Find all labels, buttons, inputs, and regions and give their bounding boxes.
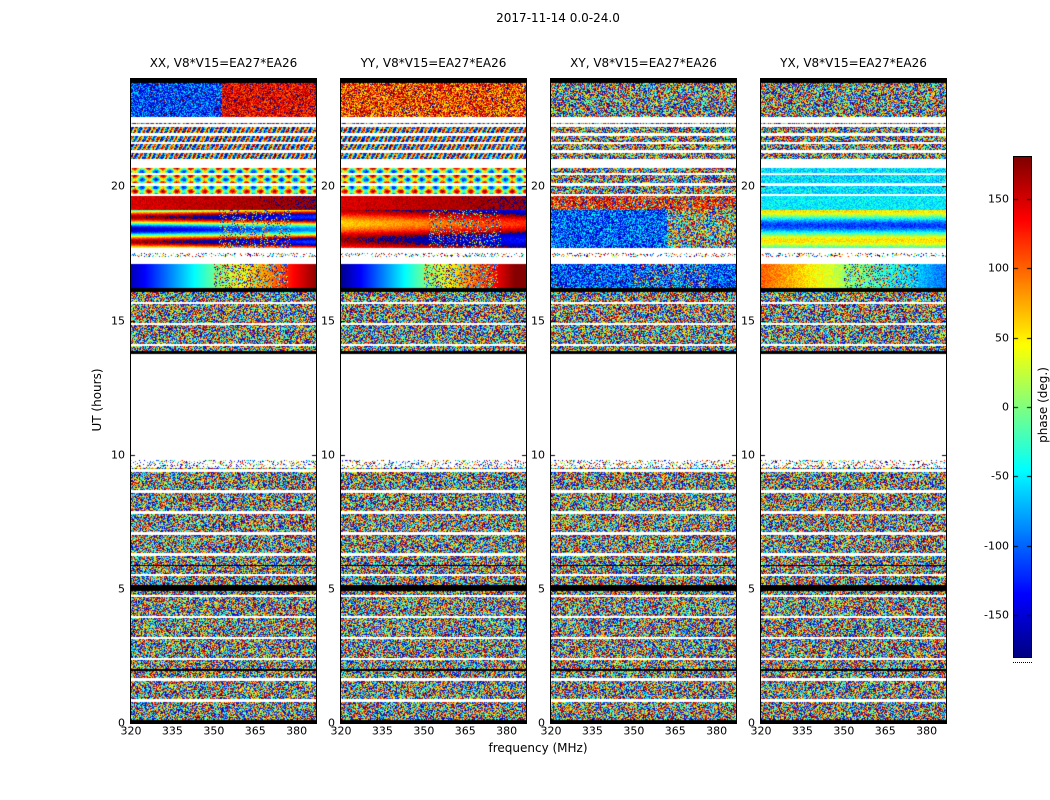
y-tick-label: 10 [321, 448, 335, 462]
x-tick-label: 320 [120, 724, 142, 738]
x-tick-label: 380 [916, 724, 938, 738]
x-tick-label: 320 [540, 724, 562, 738]
y-tick-label: 0 [538, 716, 545, 730]
panel-title-yy: YY, V8*V15=EA27*EA26 [360, 56, 507, 70]
y-axis-label: UT (hours) [90, 368, 104, 432]
panel-title-xy: XY, V8*V15=EA27*EA26 [570, 56, 717, 70]
x-tick-label: 380 [286, 724, 308, 738]
heatmap-canvas-xy [550, 78, 737, 724]
x-tick-label: 350 [623, 724, 645, 738]
x-tick-label: 335 [371, 724, 393, 738]
y-tick-label: 15 [111, 314, 125, 327]
heatmap-canvas-yy [340, 78, 527, 724]
x-tick-label: 365 [664, 724, 686, 738]
y-tick-label: 15 [741, 314, 755, 327]
x-tick-label: 380 [706, 724, 728, 738]
x-tick-label: 320 [330, 724, 352, 738]
colorbar-gradient [1013, 156, 1032, 658]
y-tick-label: 5 [538, 582, 545, 596]
panel-yx: YX, V8*V15=EA27*EA26 [760, 56, 947, 724]
colorbar-tick-label: 0 [1002, 400, 1009, 414]
x-tick-label: 365 [244, 724, 266, 738]
colorbar-tick-label: -50 [991, 469, 1009, 483]
colorbar-tick-label: 50 [995, 331, 1009, 345]
y-tick-label: 0 [748, 716, 755, 730]
colorbar-tick-label: 150 [988, 192, 1009, 206]
x-axis-label: frequency (MHz) [488, 741, 588, 755]
colorbar-label: phase (deg.) [1036, 367, 1050, 443]
y-tick-label: 20 [111, 179, 125, 193]
figure-title: 2017-11-14 0.0-24.0 [496, 11, 620, 25]
y-tick-label: 20 [321, 179, 335, 193]
heatmap-canvas-xx [130, 78, 317, 724]
x-tick-label: 335 [161, 724, 183, 738]
panel-yy: YY, V8*V15=EA27*EA26 [340, 56, 527, 724]
x-tick-label: 335 [791, 724, 813, 738]
x-tick-label: 350 [413, 724, 435, 738]
panel-title-xx: XX, V8*V15=EA27*EA26 [149, 56, 298, 70]
y-tick-label: 5 [118, 582, 125, 596]
colorbar [1013, 156, 1032, 658]
y-tick-label: 10 [531, 448, 545, 462]
x-tick-label: 335 [581, 724, 603, 738]
y-tick-label: 15 [321, 314, 335, 327]
x-tick-label: 320 [750, 724, 772, 738]
colorbar-tick-label: 100 [988, 261, 1009, 275]
x-tick-label: 365 [874, 724, 896, 738]
heatmap-canvas-yx [760, 78, 947, 724]
y-tick-label: 10 [111, 448, 125, 462]
x-tick-label: 380 [496, 724, 518, 738]
colorbar-tick-label: -150 [984, 608, 1009, 622]
panel-xx: XX, V8*V15=EA27*EA26 [130, 56, 317, 724]
panel-xy: XY, V8*V15=EA27*EA26 [550, 56, 737, 724]
y-tick-label: 0 [118, 716, 125, 730]
x-tick-label: 350 [833, 724, 855, 738]
x-tick-label: 350 [203, 724, 225, 738]
y-tick-label: 5 [748, 582, 755, 596]
y-tick-label: 15 [531, 314, 545, 327]
colorbar-extend-dots [1013, 662, 1032, 663]
y-tick-label: 0 [328, 716, 335, 730]
y-tick-label: 20 [741, 179, 755, 193]
x-tick-label: 365 [454, 724, 476, 738]
colorbar-tick-label: -100 [984, 539, 1009, 553]
y-tick-label: 5 [328, 582, 335, 596]
y-tick-label: 10 [741, 448, 755, 462]
y-tick-label: 20 [531, 179, 545, 193]
panel-title-yx: YX, V8*V15=EA27*EA26 [780, 56, 927, 70]
